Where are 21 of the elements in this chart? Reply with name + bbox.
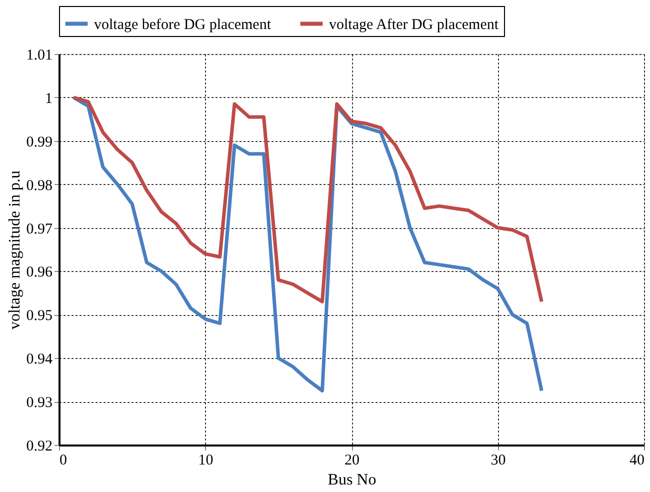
y-tick-label: 0.92 — [26, 438, 52, 454]
legend-label: voltage before DG placement — [94, 16, 272, 33]
line-series — [72, 96, 544, 304]
x-tick-label: 10 — [198, 452, 214, 468]
y-tick-label: 0.98 — [26, 178, 52, 194]
x-tick-label: 30 — [490, 452, 506, 468]
y-tick-label: 0.93 — [26, 395, 52, 412]
y-axis-title: voltage magnitude in p.u — [6, 170, 24, 330]
y-tick-label: 0.96 — [26, 264, 53, 281]
y-tick-label: 1 — [45, 90, 52, 107]
x-tick-label: 0 — [60, 452, 67, 468]
y-tick-label: 1.01 — [26, 48, 52, 64]
x-tick-label: 20 — [344, 452, 360, 468]
y-tick-label: 0.97 — [26, 221, 53, 238]
legend-label: voltage After DG placement — [329, 16, 500, 33]
x-tick-label: 40 — [630, 452, 644, 468]
line-series — [72, 96, 544, 392]
y-tick-label: 0.95 — [26, 308, 52, 324]
y-tick-label: 0.99 — [26, 134, 52, 150]
y-tick-label: 0.94 — [26, 352, 53, 368]
x-axis-title: Bus No — [328, 472, 376, 488]
